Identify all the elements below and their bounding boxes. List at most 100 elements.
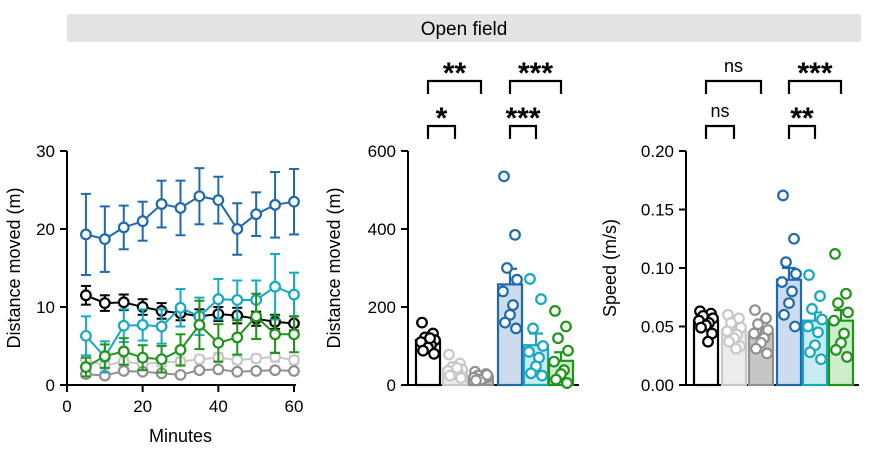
data-point	[288, 195, 300, 208]
significance-bracket: ns	[704, 101, 736, 139]
individual-point	[549, 305, 561, 317]
data-point	[212, 293, 225, 306]
bar-group-gray	[747, 304, 775, 387]
individual-point	[806, 303, 818, 315]
data-point	[288, 365, 300, 377]
significance-label: ns	[710, 101, 729, 121]
data-point	[174, 301, 187, 314]
individual-point	[804, 346, 816, 359]
data-point	[231, 365, 244, 378]
y-tick-label: 0.10	[641, 259, 674, 278]
individual-point	[443, 348, 455, 361]
individual-point	[830, 344, 842, 356]
data-point	[193, 353, 206, 366]
y-tick-label: 30	[36, 142, 55, 161]
bracket-line	[508, 124, 538, 139]
data-point	[250, 352, 263, 365]
individual-point	[812, 326, 824, 339]
individual-point	[444, 369, 456, 382]
data-point	[193, 364, 206, 377]
individual-point	[552, 332, 564, 345]
bar-group-green	[547, 305, 575, 389]
data-point	[117, 345, 130, 358]
data-point	[136, 319, 149, 331]
y-tick-label: 0.00	[641, 376, 674, 395]
individual-point	[803, 269, 815, 281]
individual-point	[760, 312, 772, 325]
data-point	[98, 233, 111, 246]
data-point	[288, 288, 300, 301]
individual-point	[721, 325, 733, 338]
individual-point	[481, 368, 493, 381]
individual-point	[548, 355, 560, 368]
figure-banner: Open field	[67, 14, 861, 42]
data-point	[269, 328, 281, 341]
individual-point	[788, 232, 800, 245]
individual-point	[840, 287, 852, 300]
data-point	[80, 289, 92, 302]
significance-bracket: ns	[704, 56, 763, 94]
series-line	[85, 294, 295, 325]
bar	[496, 283, 524, 387]
bracket-line	[704, 79, 763, 94]
data-point	[80, 361, 92, 373]
significance-bracket: ***	[505, 102, 541, 139]
bracket-line	[787, 124, 817, 139]
bar-group-blue	[496, 170, 524, 387]
y-tick-label: 200	[368, 298, 396, 317]
bracket-line	[787, 79, 843, 94]
individual-point	[838, 327, 850, 340]
significance-bracket: **	[426, 57, 483, 94]
individual-point	[537, 340, 549, 352]
y-axis-label: Distance moved (m)	[4, 187, 24, 348]
individual-point	[509, 228, 521, 241]
series-cyan	[80, 252, 300, 374]
bar-group-lightgray	[441, 348, 469, 387]
data-point	[117, 365, 130, 377]
individual-point	[842, 306, 854, 319]
bar-group-black	[414, 316, 442, 387]
x-tick-label: 20	[133, 397, 152, 416]
individual-point	[527, 322, 539, 335]
data-point	[117, 319, 130, 332]
individual-point	[777, 189, 789, 202]
individual-point	[752, 318, 764, 331]
individual-point	[802, 320, 814, 333]
significance-label: ns	[724, 56, 743, 76]
data-point	[231, 331, 244, 344]
individual-point	[561, 377, 573, 389]
individual-point	[748, 327, 760, 340]
individual-point	[525, 367, 537, 380]
bracket-line	[508, 79, 563, 94]
data-point	[117, 221, 130, 234]
data-point	[269, 364, 281, 377]
data-point	[155, 198, 168, 210]
individual-point	[828, 314, 840, 327]
bar-group-gray	[467, 365, 495, 387]
individual-point	[416, 316, 428, 329]
y-axis-label: Distance moved (m)	[324, 187, 344, 348]
individual-point	[778, 308, 790, 321]
figure-title: Open field	[420, 19, 508, 40]
series-line	[85, 195, 295, 241]
data-point	[212, 336, 225, 349]
bar-group-cyan	[522, 273, 550, 387]
x-tick-label: 0	[62, 397, 71, 416]
data-point	[231, 223, 244, 235]
data-point	[136, 351, 149, 364]
data-point	[288, 328, 300, 341]
significance-label: **	[790, 102, 814, 135]
individual-point	[786, 285, 798, 298]
individual-point	[702, 335, 714, 348]
y-tick-label: 400	[368, 220, 396, 239]
y-axis-label: Speed (m/s)	[600, 219, 620, 317]
individual-point	[749, 304, 761, 317]
individual-point	[829, 248, 841, 260]
significance-label: ***	[518, 57, 553, 90]
individual-point	[562, 344, 574, 357]
data-point	[231, 354, 244, 366]
data-point	[212, 194, 225, 207]
line-chart-panel: 0 10 20 30 0 20 40 60 Minutes Distance moved (m)	[4, 142, 303, 446]
